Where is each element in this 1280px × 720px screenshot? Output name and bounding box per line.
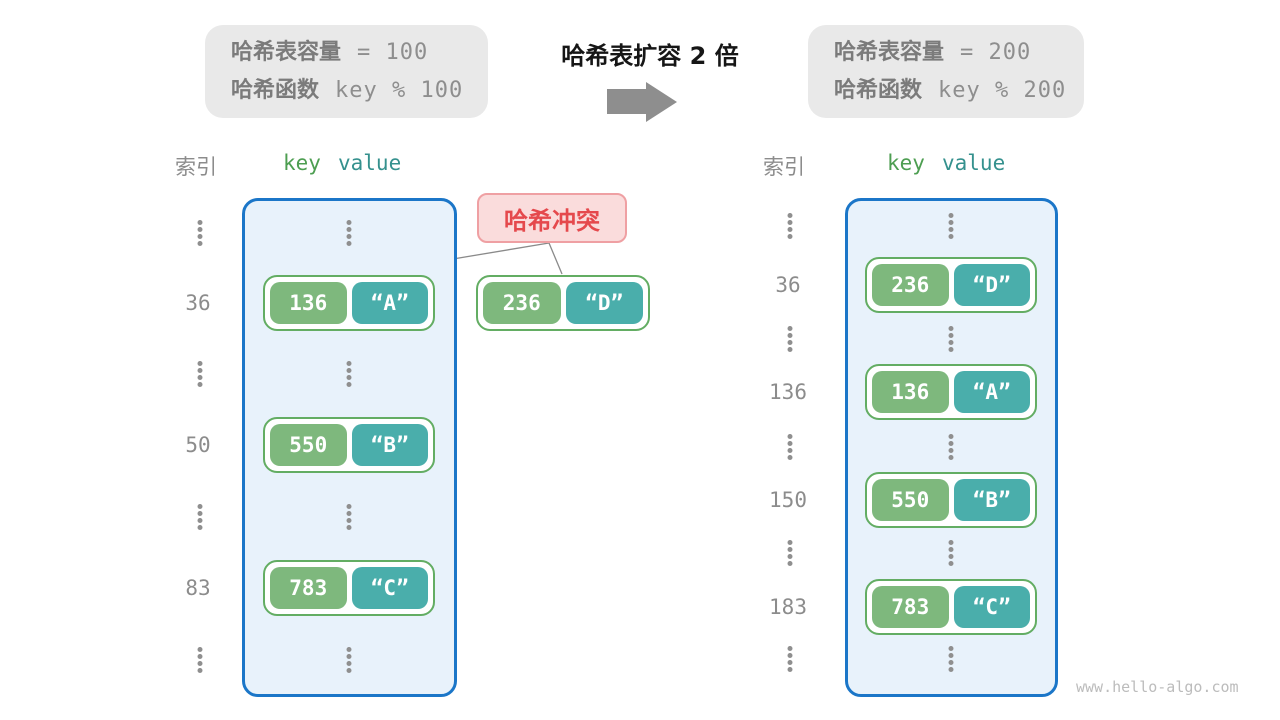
capacity-label: 哈希表容量 <box>834 39 945 65</box>
kv-pair-236-D-floating: 236 “D” <box>476 275 650 331</box>
vertical-ellipsis-icon <box>948 326 954 352</box>
hash-function-value: key % 100 <box>335 77 464 103</box>
vertical-ellipsis-icon <box>787 326 793 352</box>
index-label: 150 <box>769 488 807 512</box>
vertical-ellipsis-icon <box>948 540 954 566</box>
capacity-row: 哈希表容量 = 200 <box>834 36 1058 70</box>
hash-function-value: key % 200 <box>938 77 1067 103</box>
vertical-ellipsis-icon <box>787 434 793 460</box>
vertical-ellipsis-icon <box>346 220 352 246</box>
hash-function-row: 哈希函数 key % 100 <box>231 74 462 108</box>
right-value-header: value <box>942 151 1006 175</box>
vertical-ellipsis-icon <box>787 540 793 566</box>
capacity-value: = 200 <box>960 39 1032 65</box>
index-label: 136 <box>769 380 807 404</box>
left-index-header: 索引 <box>175 155 217 179</box>
key-box: 550 <box>270 424 347 466</box>
vertical-ellipsis-icon <box>948 646 954 672</box>
vertical-ellipsis-icon <box>197 361 203 387</box>
vertical-ellipsis-icon <box>197 504 203 530</box>
capacity-label: 哈希表容量 <box>231 39 342 65</box>
value-box: “B” <box>351 424 428 466</box>
vertical-ellipsis-icon <box>787 646 793 672</box>
index-label: 36 <box>185 291 211 315</box>
key-box: 136 <box>270 282 347 324</box>
hash-function-label: 哈希函数 <box>834 77 923 103</box>
vertical-ellipsis-icon <box>346 647 352 673</box>
kv-pair-783-C: 783 “C” <box>263 560 435 616</box>
vertical-ellipsis-icon <box>948 213 954 239</box>
value-box: “A” <box>351 282 428 324</box>
right-index-header: 索引 <box>763 155 805 179</box>
hash-collision-label: 哈希冲突 <box>477 193 627 243</box>
after-config-box: 哈希表容量 = 200 哈希函数 key % 200 <box>808 25 1084 118</box>
vertical-ellipsis-icon <box>787 213 793 239</box>
vertical-ellipsis-icon <box>197 647 203 673</box>
expand-title: 哈希表扩容 2 倍 <box>561 42 739 70</box>
before-config-box: 哈希表容量 = 100 哈希函数 key % 100 <box>205 25 488 118</box>
key-box: 236 <box>483 282 561 324</box>
value-box: “C” <box>953 586 1030 628</box>
index-label: 183 <box>769 595 807 619</box>
watermark: www.hello-algo.com <box>1076 678 1239 696</box>
capacity-row: 哈希表容量 = 100 <box>231 36 462 70</box>
kv-pair-136-A: 136 “A” <box>263 275 435 331</box>
kv-pair-236-D: 236 “D” <box>865 257 1037 313</box>
hash-function-row: 哈希函数 key % 200 <box>834 74 1065 108</box>
value-box: “D” <box>565 282 643 324</box>
value-box: “A” <box>953 371 1030 413</box>
key-box: 783 <box>872 586 949 628</box>
index-label: 83 <box>185 576 211 600</box>
index-label: 50 <box>185 433 211 457</box>
left-value-header: value <box>338 151 402 175</box>
value-box: “C” <box>351 567 428 609</box>
key-box: 783 <box>270 567 347 609</box>
index-label: 36 <box>775 273 801 297</box>
kv-pair-550-B: 550 “B” <box>263 417 435 473</box>
key-box: 236 <box>872 264 949 306</box>
hash-function-label: 哈希函数 <box>231 77 320 103</box>
vertical-ellipsis-icon <box>346 504 352 530</box>
kv-pair-136-A: 136 “A” <box>865 364 1037 420</box>
key-box: 550 <box>872 479 949 521</box>
right-key-header: key <box>887 151 925 175</box>
right-arrow-head-icon <box>646 82 677 122</box>
vertical-ellipsis-icon <box>948 434 954 460</box>
capacity-value: = 100 <box>357 39 429 65</box>
value-box: “D” <box>953 264 1030 306</box>
vertical-ellipsis-icon <box>197 220 203 246</box>
value-box: “B” <box>953 479 1030 521</box>
kv-pair-783-C: 783 “C” <box>865 579 1037 635</box>
left-key-header: key <box>283 151 321 175</box>
right-arrow-icon <box>607 89 647 114</box>
key-box: 136 <box>872 371 949 413</box>
vertical-ellipsis-icon <box>346 361 352 387</box>
kv-pair-550-B: 550 “B” <box>865 472 1037 528</box>
